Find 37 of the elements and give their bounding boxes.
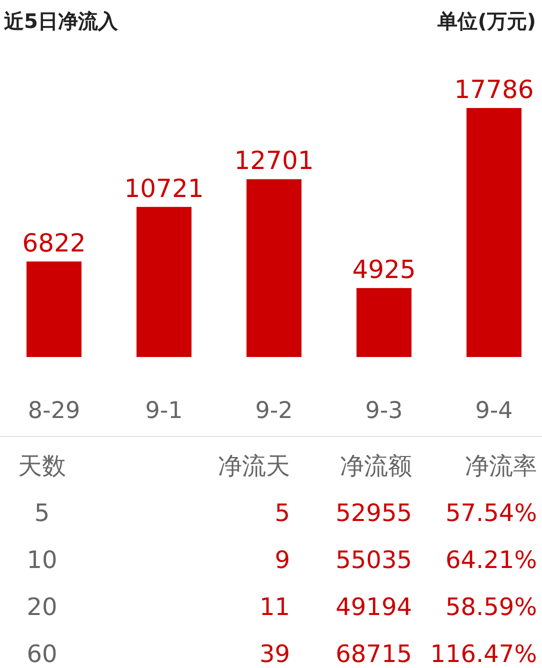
text: 10 (26, 546, 58, 574)
text: 49194 (336, 593, 412, 621)
text: 52955 (336, 499, 412, 527)
data-label: 17786 (454, 75, 534, 104)
text: 39 (259, 640, 290, 668)
bar (26, 261, 82, 357)
data-label: 12701 (234, 146, 314, 176)
text: 116.47% (430, 640, 537, 668)
data-label: 6822 (22, 228, 86, 258)
text: 净流天 (218, 452, 290, 480)
x-tick-label: 8-29 (28, 398, 80, 424)
bar (136, 206, 192, 357)
text: 57.54% (445, 499, 537, 527)
text: 55035 (336, 546, 412, 574)
text: 净流额 (340, 452, 412, 480)
x-tick-label: 9-2 (255, 398, 293, 424)
text: 天数 (18, 452, 66, 480)
bar (466, 108, 522, 357)
chart-title: 近5日净流入 (3, 9, 119, 33)
bar (246, 179, 302, 357)
bar (356, 288, 412, 357)
text: 64.21% (445, 546, 537, 574)
x-tick-label: 9-4 (475, 398, 513, 424)
text: 20 (26, 593, 58, 621)
text: 60 (26, 640, 58, 668)
x-tick-label: 9-3 (365, 398, 403, 424)
text: 净流率 (465, 452, 537, 480)
text: 58.59% (445, 593, 537, 621)
data-label: 10721 (124, 174, 204, 203)
x-tick-label: 9-1 (145, 398, 183, 424)
text: 9 (274, 546, 290, 574)
text: 68715 (336, 640, 412, 668)
text: 5 (274, 499, 290, 527)
text: 11 (259, 593, 290, 621)
data-label: 4925 (352, 255, 416, 284)
text: 5 (34, 499, 50, 527)
text: 单位(万元) (436, 9, 536, 33)
